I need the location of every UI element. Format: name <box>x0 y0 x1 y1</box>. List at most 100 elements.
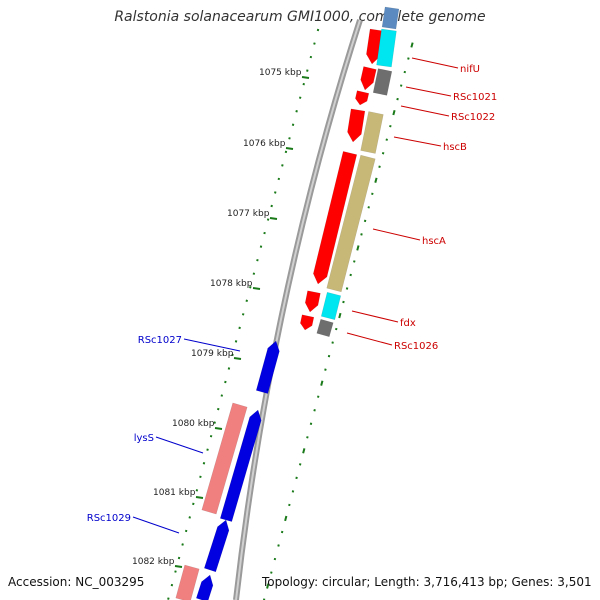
tick-mark <box>371 192 374 196</box>
inner-tick-ring <box>167 28 320 600</box>
tick-mark <box>306 69 309 72</box>
scale-label: 1077 kbp <box>227 209 270 219</box>
tick-mark <box>363 219 367 223</box>
gene-label-RSc1027: RSc1027 <box>138 335 182 346</box>
scale-label: 1076 kbp <box>243 139 286 149</box>
tick-mark <box>389 124 392 128</box>
tick-mark <box>241 313 245 316</box>
tick-mark <box>353 260 356 263</box>
tick-mark <box>327 354 331 358</box>
gene-label-hscB: hscB <box>443 142 467 153</box>
tick-mark <box>385 138 388 141</box>
tick-mark <box>195 489 199 492</box>
tick-mark <box>202 462 206 465</box>
label-leader-line <box>155 436 204 454</box>
scale-label: 1079 kbp <box>191 349 234 359</box>
tick-mark <box>288 503 291 507</box>
gene-features <box>175 6 400 600</box>
major-tick <box>233 357 242 360</box>
tick-mark <box>277 544 280 547</box>
tick-mark <box>213 421 216 424</box>
gene-label-lysS: lysS <box>134 433 154 444</box>
major-tick <box>195 496 204 499</box>
gene-label-RSc1021: RSc1021 <box>453 92 497 103</box>
gene-feature-cyan <box>376 28 397 68</box>
scale-label: 1082 kbp <box>132 557 175 567</box>
tick-mark <box>238 326 241 330</box>
tick-mark <box>170 583 174 587</box>
tick-mark <box>227 367 231 370</box>
tick-mark <box>313 409 316 412</box>
tick-mark <box>399 84 403 87</box>
tick-mark <box>277 177 281 181</box>
tick-mark <box>316 395 320 398</box>
major-tick <box>174 565 183 568</box>
accession-text: Accession: NC_003295 <box>8 575 145 589</box>
tick-mark <box>316 28 320 32</box>
tick-mark <box>331 341 334 344</box>
tick-mark <box>374 177 378 183</box>
tick-mark <box>291 490 295 493</box>
tick-mark <box>407 57 410 60</box>
tick-mark <box>320 380 324 386</box>
tick-mark <box>309 422 313 425</box>
tick-mark <box>284 515 288 522</box>
tick-mark <box>274 191 277 194</box>
tick-mark <box>309 55 313 59</box>
label-leader-line <box>393 136 442 147</box>
genome-backbone <box>233 19 363 600</box>
gene-feature-cyan <box>320 291 342 321</box>
major-tick <box>214 427 223 430</box>
tick-mark <box>338 312 342 319</box>
gene-label-RSc1026: RSc1026 <box>394 341 438 352</box>
gene-label-RSc1022: RSc1022 <box>451 112 495 123</box>
tick-mark <box>396 97 399 101</box>
tick-mark <box>349 273 352 277</box>
major-tick <box>301 76 310 79</box>
tick-mark <box>263 231 266 235</box>
tick-mark <box>209 434 213 438</box>
tick-mark <box>259 245 263 248</box>
scale-label: 1075 kbp <box>259 68 302 78</box>
gene-RSc1026 <box>300 314 315 331</box>
label-leader-line <box>183 338 241 352</box>
tick-mark <box>174 570 177 573</box>
scale-label: 1080 kbp <box>172 419 215 429</box>
gene-label-fdx: fdx <box>400 318 416 329</box>
gene-label-hscA: hscA <box>422 236 446 247</box>
tick-mark <box>295 476 298 480</box>
gene-feature-steel <box>381 6 400 30</box>
tick-mark <box>381 151 385 155</box>
gene-feature-gray <box>316 318 334 338</box>
tick-mark <box>252 272 256 275</box>
label-leader-line <box>405 86 452 97</box>
gene-hscA <box>313 151 358 285</box>
gene-labels: nifU RSc1021 RSc1022 hscB hscA fdx RSc1026 RSc1… <box>87 57 497 534</box>
tick-mark <box>302 82 305 86</box>
gene-label-RSc1029: RSc1029 <box>87 513 131 524</box>
tick-mark <box>335 327 338 331</box>
tick-mark <box>281 164 284 167</box>
tick-mark <box>403 70 407 74</box>
tick-mark <box>298 463 302 466</box>
tick-mark <box>306 436 309 439</box>
tick-mark <box>249 286 252 289</box>
outer-tick-ring <box>262 42 414 600</box>
tick-mark <box>188 516 191 519</box>
gene-RSc1029 <box>203 519 230 573</box>
tick-mark <box>270 204 273 208</box>
tick-mark <box>410 42 414 48</box>
label-leader-line <box>351 310 399 323</box>
tick-mark <box>256 258 259 262</box>
major-tick <box>269 217 278 220</box>
gene-feature-blue <box>195 574 214 600</box>
tick-mark <box>288 137 291 140</box>
tick-mark <box>181 543 184 546</box>
scale-labels: 1075 kbp 1076 kbp 1077 kbp 1078 kbp 1079 kbp… <box>132 68 310 568</box>
label-leader-line <box>400 105 450 117</box>
scale-label: 1078 kbp <box>210 279 253 289</box>
tick-mark <box>206 448 209 451</box>
tick-mark <box>291 123 295 126</box>
tick-mark <box>199 475 202 479</box>
